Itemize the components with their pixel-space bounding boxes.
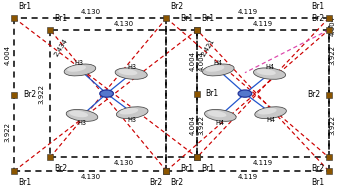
- Text: Br2: Br2: [149, 178, 162, 187]
- Text: Br2: Br2: [307, 90, 320, 99]
- Text: Br2: Br2: [170, 2, 184, 11]
- Ellipse shape: [67, 65, 86, 72]
- Ellipse shape: [115, 68, 147, 79]
- Text: Br1: Br1: [19, 178, 32, 187]
- Text: Br2: Br2: [54, 164, 68, 173]
- Ellipse shape: [66, 109, 98, 121]
- Text: 4.119: 4.119: [237, 174, 257, 180]
- Text: Br1: Br1: [201, 164, 214, 173]
- Text: 4.130: 4.130: [81, 174, 100, 180]
- Ellipse shape: [257, 69, 276, 75]
- Text: 3.922: 3.922: [38, 84, 45, 104]
- Text: Br1: Br1: [311, 178, 324, 187]
- Text: 4.130: 4.130: [81, 9, 100, 15]
- Text: 4.119: 4.119: [253, 21, 273, 27]
- Text: 3.922: 3.922: [199, 115, 204, 135]
- Text: 4.119: 4.119: [237, 9, 257, 15]
- Text: Br2: Br2: [23, 90, 36, 99]
- Ellipse shape: [119, 108, 138, 115]
- Ellipse shape: [204, 109, 236, 121]
- Text: Br1: Br1: [206, 89, 219, 98]
- Text: H3: H3: [75, 60, 84, 66]
- Ellipse shape: [253, 68, 286, 79]
- Ellipse shape: [205, 65, 224, 72]
- Text: H3: H3: [127, 64, 137, 70]
- Ellipse shape: [116, 107, 148, 119]
- Text: 3.922: 3.922: [330, 45, 336, 65]
- Text: H4: H4: [216, 120, 225, 126]
- Text: 4.130: 4.130: [114, 160, 134, 166]
- Text: Br1: Br1: [19, 2, 32, 11]
- Text: Br1: Br1: [180, 14, 193, 23]
- Text: H3: H3: [128, 117, 137, 123]
- Ellipse shape: [255, 107, 286, 119]
- Text: H3: H3: [78, 120, 86, 126]
- Ellipse shape: [238, 90, 252, 97]
- Text: Br2: Br2: [311, 14, 324, 23]
- Ellipse shape: [118, 69, 138, 75]
- Text: 2.421: 2.421: [201, 37, 216, 57]
- Text: 4.130: 4.130: [114, 21, 134, 27]
- Text: Br1: Br1: [180, 164, 193, 173]
- Ellipse shape: [69, 111, 88, 117]
- Text: 4.004: 4.004: [199, 51, 204, 71]
- Text: 4.004: 4.004: [330, 16, 336, 36]
- Text: Br2: Br2: [311, 164, 324, 173]
- Text: 2.434: 2.434: [54, 37, 69, 57]
- Text: 4.004: 4.004: [190, 115, 196, 135]
- Text: Br2: Br2: [170, 178, 184, 187]
- Text: Br1: Br1: [311, 2, 324, 11]
- Text: Br1: Br1: [54, 14, 68, 23]
- Text: H4: H4: [266, 64, 275, 70]
- Text: H4: H4: [213, 60, 222, 66]
- Ellipse shape: [100, 90, 114, 97]
- Ellipse shape: [64, 64, 96, 76]
- Text: 4.004: 4.004: [190, 51, 196, 71]
- Text: 4.119: 4.119: [253, 160, 273, 166]
- Text: H4: H4: [266, 117, 275, 123]
- Text: 3.922: 3.922: [330, 115, 336, 135]
- Ellipse shape: [202, 64, 234, 76]
- Ellipse shape: [258, 108, 277, 115]
- Ellipse shape: [208, 111, 226, 117]
- Text: 4.004: 4.004: [4, 45, 11, 65]
- Text: 3.922: 3.922: [4, 122, 11, 142]
- Text: Br1: Br1: [201, 14, 214, 23]
